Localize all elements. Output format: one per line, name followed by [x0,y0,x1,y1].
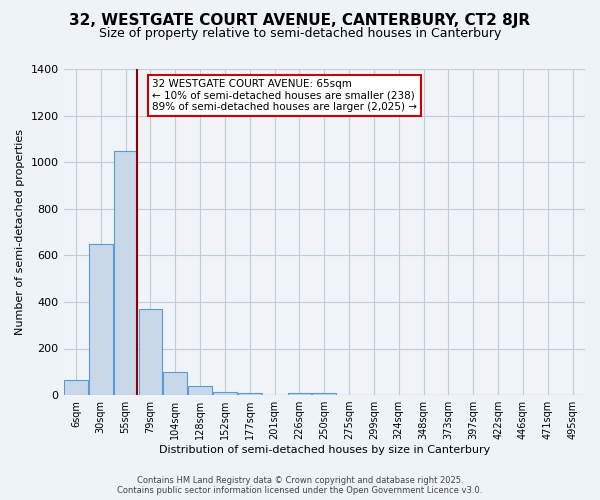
Bar [64,380,88,395]
Bar [89,244,113,395]
Text: Size of property relative to semi-detached houses in Canterbury: Size of property relative to semi-detach… [99,28,501,40]
Bar [188,386,212,395]
Bar [287,393,311,395]
Bar [238,393,262,395]
Text: Contains HM Land Registry data © Crown copyright and database right 2025.
Contai: Contains HM Land Registry data © Crown c… [118,476,482,495]
Bar [139,309,162,395]
Bar [213,392,237,395]
Text: 32, WESTGATE COURT AVENUE, CANTERBURY, CT2 8JR: 32, WESTGATE COURT AVENUE, CANTERBURY, C… [70,12,530,28]
Bar [313,393,336,395]
Bar [114,150,137,395]
Text: 32 WESTGATE COURT AVENUE: 65sqm
← 10% of semi-detached houses are smaller (238)
: 32 WESTGATE COURT AVENUE: 65sqm ← 10% of… [152,79,417,112]
Bar [163,372,187,395]
X-axis label: Distribution of semi-detached houses by size in Canterbury: Distribution of semi-detached houses by … [158,445,490,455]
Y-axis label: Number of semi-detached properties: Number of semi-detached properties [15,129,25,335]
